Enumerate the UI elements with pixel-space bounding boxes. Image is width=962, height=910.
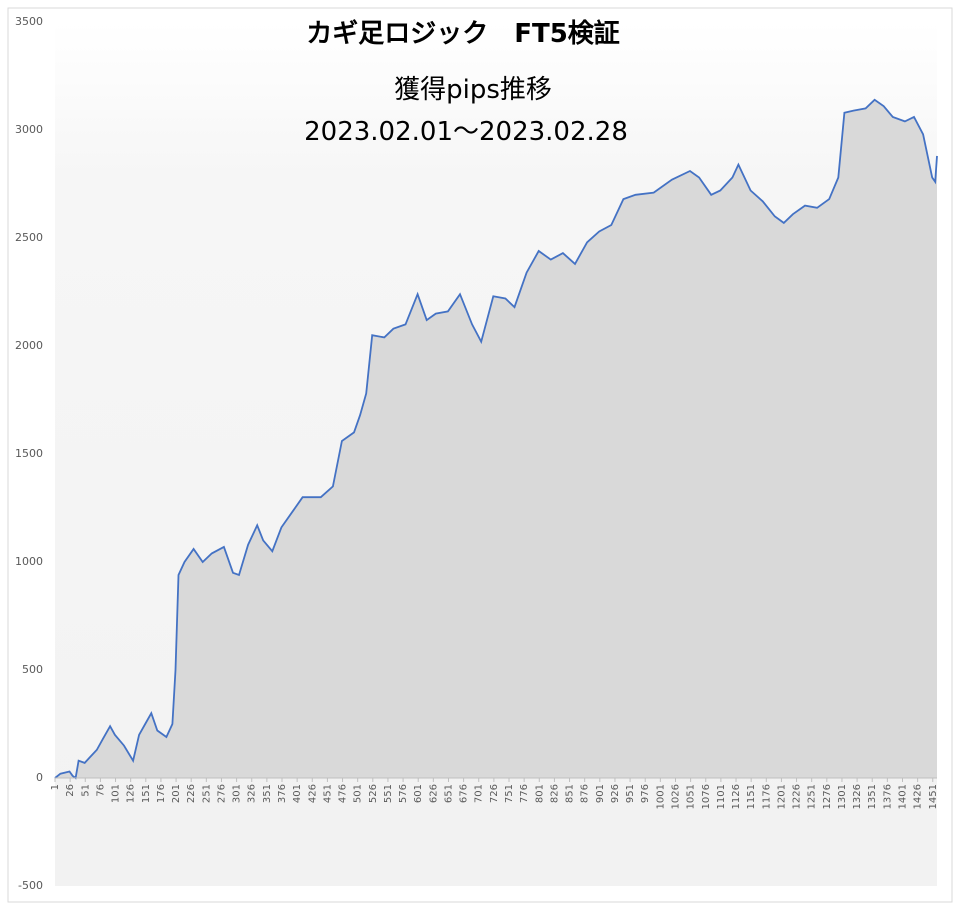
x-tick-label: 1126 — [731, 784, 742, 809]
x-tick-label: 551 — [383, 784, 394, 803]
x-tick-label: 976 — [640, 784, 651, 803]
x-tick-label: 1276 — [822, 784, 833, 809]
x-tick-label: 451 — [322, 784, 333, 803]
x-tick-label: 401 — [292, 784, 303, 803]
x-tick-label: 76 — [95, 784, 106, 797]
x-tick-label: 1376 — [882, 784, 893, 809]
x-tick-label: 251 — [201, 784, 212, 803]
x-tick-label: 576 — [398, 784, 409, 803]
x-tick-label: 826 — [549, 784, 560, 803]
x-tick-label: 276 — [216, 784, 227, 803]
x-tick-label: 1076 — [701, 784, 712, 809]
x-tick-label: 426 — [307, 784, 318, 803]
x-tick-label: 226 — [186, 784, 197, 803]
y-tick-label: 2500 — [15, 231, 43, 244]
x-tick-label: 1101 — [716, 784, 727, 809]
x-tick-label: 626 — [428, 784, 439, 803]
x-tick-label: 901 — [595, 784, 606, 803]
date-range: 2023.02.01～2023.02.28 — [304, 117, 628, 147]
y-tick-label: 3500 — [15, 15, 43, 28]
x-tick-label: 1026 — [670, 784, 681, 809]
x-tick-label: 126 — [126, 784, 137, 803]
x-tick-label: 1176 — [761, 784, 772, 809]
x-tick-label: 201 — [171, 784, 182, 803]
x-tick-label: 1326 — [852, 784, 863, 809]
x-tick-label: 651 — [443, 784, 454, 803]
x-tick-label: 1 — [50, 784, 61, 790]
y-tick-label: 2000 — [15, 339, 43, 352]
y-tick-label: 500 — [22, 663, 43, 676]
x-tick-label: 801 — [534, 784, 545, 803]
x-tick-label: 1226 — [792, 784, 803, 809]
x-tick-label: 1451 — [928, 784, 939, 809]
x-tick-label: 476 — [338, 784, 349, 803]
y-tick-label: 0 — [36, 771, 43, 784]
x-tick-label: 326 — [247, 784, 258, 803]
area — [55, 99, 937, 779]
x-tick-label: 301 — [232, 784, 243, 803]
x-tick-label: 376 — [277, 784, 288, 803]
x-tick-label: 1251 — [807, 784, 818, 809]
x-tick-label: 676 — [459, 784, 470, 803]
x-tick-label: 1401 — [897, 784, 908, 809]
x-tick-label: 601 — [413, 784, 424, 803]
x-tick-label: 926 — [610, 784, 621, 803]
x-tick-label: 701 — [474, 784, 485, 803]
x-tick-label: 851 — [565, 784, 576, 803]
x-tick-label: 1426 — [913, 784, 924, 809]
x-tick-label: 51 — [80, 784, 91, 797]
x-tick-label: 501 — [353, 784, 364, 803]
y-tick-label: 3000 — [15, 123, 43, 136]
y-tick-label: 1000 — [15, 555, 43, 568]
x-tick-label: 876 — [580, 784, 591, 803]
chart-subtitle: 獲得pips推移 — [394, 75, 552, 105]
chart-title: カギ足ロジック FT5検証 — [306, 18, 620, 49]
x-tick-label: 101 — [111, 784, 122, 803]
x-tick-label: 1301 — [837, 784, 848, 809]
y-tick-label: -500 — [18, 879, 43, 892]
x-tick-label: 776 — [519, 784, 530, 803]
x-tick-label: 1151 — [746, 784, 757, 809]
x-tick-label: 526 — [368, 784, 379, 803]
x-tick-label: 726 — [489, 784, 500, 803]
y-tick-label: 1500 — [15, 447, 43, 460]
x-tick-label: 351 — [262, 784, 273, 803]
x-tick-label: 1001 — [655, 784, 666, 809]
x-tick-label: 176 — [156, 784, 167, 803]
x-tick-label: 1351 — [867, 784, 878, 809]
x-tick-label: 151 — [141, 784, 152, 803]
x-tick-label: 751 — [504, 784, 515, 803]
line — [54, 98, 938, 780]
x-tick-label: 951 — [625, 784, 636, 803]
x-tick-label: 26 — [65, 784, 76, 797]
x-tick-label: 1201 — [776, 784, 787, 809]
x-tick-label: 1051 — [686, 784, 697, 809]
